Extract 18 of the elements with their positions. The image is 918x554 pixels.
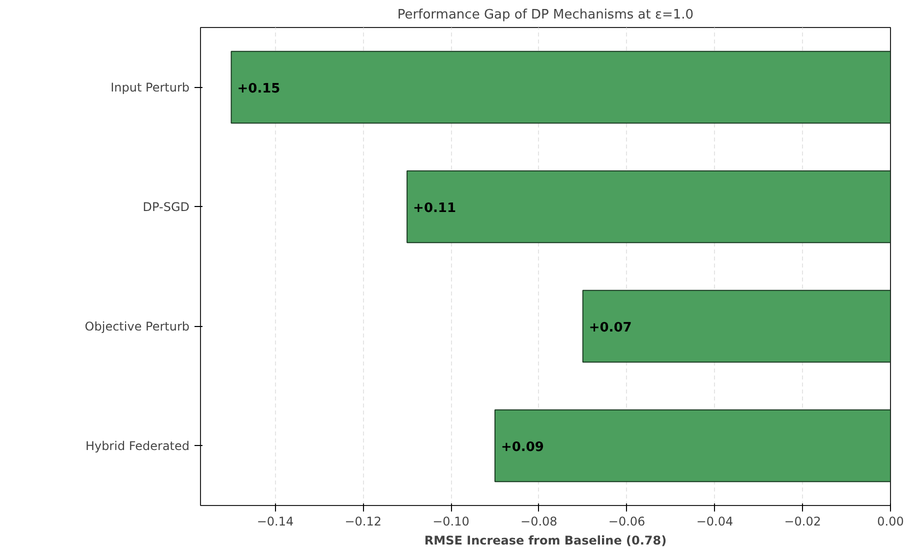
x-axis-title: RMSE Increase from Baseline (0.78) [424,534,667,548]
x-tick-label: 0.00 [877,514,904,528]
annotation: +0.09 [500,440,544,455]
y-tick-label: Input Perturb [110,80,190,94]
x-tick-label: −0.06 [608,514,646,528]
annotation: +0.07 [588,320,632,336]
x-tick-label: −0.14 [256,514,294,528]
x-tick-label: −0.02 [784,514,821,528]
x-tick-label: −0.12 [344,514,382,528]
chart-title: Performance Gap of DP Mechanisms at ε=1.0 [397,8,694,22]
y-tick-label: Hybrid Federated [85,438,190,453]
annotation: +0.15 [237,81,280,96]
x-tick-label: −0.04 [696,514,734,528]
annotation: +0.11 [413,200,456,216]
y-tick-label: Objective Perturb [84,319,190,334]
y-tick-label: DP-SGD [142,200,190,214]
x-tick-label: −0.08 [520,514,558,528]
x-tick-label: −0.10 [432,514,470,528]
